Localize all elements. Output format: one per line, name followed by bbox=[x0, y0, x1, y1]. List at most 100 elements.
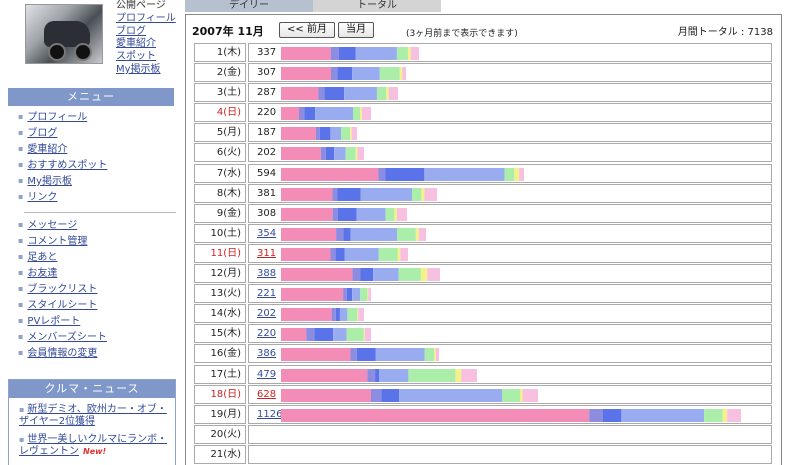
row-count[interactable]: 354 bbox=[257, 227, 277, 239]
car-intro-link[interactable]: 愛車紹介 bbox=[116, 38, 156, 50]
row-count[interactable]: 388 bbox=[257, 268, 277, 280]
bar-segment-yellow bbox=[421, 187, 425, 201]
bar-segment-lavender bbox=[318, 87, 325, 101]
table-row: 11(日) 311 bbox=[194, 243, 774, 263]
bar-segment-periwinkle bbox=[339, 308, 348, 322]
menu-link[interactable]: プロフィール bbox=[27, 112, 88, 123]
row-date: 11(日) bbox=[194, 243, 246, 263]
prev-month-button[interactable]: << 前月 bbox=[279, 22, 335, 38]
row-bar-cell: 287 bbox=[248, 83, 772, 103]
row-date: 15(木) bbox=[194, 324, 246, 344]
row-date: 13(火) bbox=[194, 284, 246, 304]
bar-segment-green bbox=[341, 127, 351, 141]
bar-segment-lavender bbox=[331, 308, 336, 322]
stacked-bar bbox=[281, 247, 408, 261]
row-bar-cell: 220 bbox=[248, 103, 772, 123]
row-bar-cell: 337 bbox=[248, 43, 772, 62]
bar-segment-periwinkle bbox=[399, 388, 503, 402]
bar-segment-pink bbox=[281, 348, 351, 362]
row-count[interactable]: 628 bbox=[257, 388, 277, 400]
blog-link[interactable]: ブログ bbox=[116, 25, 146, 37]
access-panel: 2007年 11月 << 前月 当月 (3ヶ月前まで表示できます) 月間トータル… bbox=[185, 14, 782, 465]
profile-link[interactable]: プロフィール bbox=[116, 12, 176, 24]
bar-segment-lightpink bbox=[400, 247, 408, 261]
bar-segment-lightpink bbox=[727, 408, 741, 422]
bar-segment-blue bbox=[346, 288, 353, 302]
bar-segment-green bbox=[378, 247, 398, 261]
profile-links: 公開ページ プロフィール ブログ 愛車紹介 スポット My掲示板 bbox=[116, 0, 176, 77]
row-bar-cell: 381 bbox=[248, 183, 772, 203]
bar-segment-yellow bbox=[355, 147, 358, 161]
bar-segment-pink bbox=[281, 388, 371, 402]
row-count[interactable]: 386 bbox=[257, 348, 277, 360]
bar-segment-blue bbox=[603, 408, 622, 422]
row-date: 7(水) bbox=[194, 163, 246, 183]
menu-link[interactable]: 会員情報の変更 bbox=[27, 348, 98, 359]
table-row: 15(木) 220 bbox=[194, 324, 774, 344]
spot-link[interactable]: スポット bbox=[116, 51, 156, 63]
bar-segment-pink bbox=[281, 187, 333, 201]
row-count[interactable]: 479 bbox=[257, 368, 277, 380]
bar-segment-green bbox=[704, 408, 723, 422]
bar-segment-pink bbox=[281, 308, 332, 322]
bar-segment-green bbox=[504, 167, 515, 181]
stacked-bar bbox=[281, 408, 741, 422]
menu-link[interactable]: おすすめスポット bbox=[27, 160, 108, 171]
stacked-bar bbox=[281, 127, 357, 141]
row-bar-cell: 594 bbox=[248, 163, 772, 183]
row-bar-cell bbox=[248, 444, 772, 464]
menu-link[interactable]: コメント管理 bbox=[27, 236, 88, 247]
my-board-link[interactable]: My掲示板 bbox=[116, 63, 161, 75]
row-count[interactable]: 202 bbox=[257, 308, 277, 320]
news-link[interactable]: 世界一美しいクルマにランボ・レヴェントン bbox=[19, 434, 168, 457]
menu-link[interactable]: お友達 bbox=[27, 268, 58, 279]
menu-item-car: 愛車紹介 bbox=[18, 142, 107, 158]
bar-segment-green bbox=[398, 268, 421, 282]
bar-segment-periwinkle bbox=[360, 187, 413, 201]
bar-segment-pink bbox=[281, 127, 316, 141]
bar-segment-lightpink bbox=[396, 207, 407, 221]
bar-segment-lightpink bbox=[461, 368, 477, 382]
bar-segment-lavender bbox=[343, 288, 347, 302]
row-count[interactable]: 1126 bbox=[257, 408, 283, 420]
stacked-bar bbox=[281, 388, 538, 402]
bar-segment-blue bbox=[338, 47, 356, 60]
menu-link[interactable]: スタイルシート bbox=[27, 300, 98, 311]
menu-link[interactable]: リンク bbox=[27, 192, 58, 203]
tab-daily[interactable]: デイリー bbox=[185, 0, 313, 12]
bar-segment-lavender bbox=[332, 207, 338, 221]
news-link[interactable]: 新型デミオ、欧州カー・オブ・ザイヤー2位獲得 bbox=[19, 404, 167, 427]
avatar[interactable] bbox=[25, 4, 103, 64]
bar-segment-lavender bbox=[350, 348, 357, 362]
menu-link[interactable]: メッセージ bbox=[27, 220, 78, 231]
row-count[interactable]: 311 bbox=[257, 247, 277, 259]
bar-segment-pink bbox=[281, 288, 344, 302]
menu-link[interactable]: メンバーズシート bbox=[27, 332, 107, 343]
range-note: (3ヶ月前まで表示できます) bbox=[406, 29, 518, 39]
current-month-button[interactable]: 当月 bbox=[338, 22, 374, 38]
bar-segment-lightpink bbox=[364, 328, 371, 342]
bar-segment-lightpink bbox=[388, 87, 398, 101]
menu-link[interactable]: My掲示板 bbox=[27, 176, 72, 187]
bar-segment-pink bbox=[281, 268, 353, 282]
menu-link[interactable]: ブログ bbox=[27, 128, 58, 139]
tab-total[interactable]: トータル bbox=[313, 0, 441, 12]
bar-segment-periwinkle bbox=[621, 408, 705, 422]
bar-segment-periwinkle bbox=[352, 288, 361, 302]
bar-segment-periwinkle bbox=[356, 207, 386, 221]
row-bar-cell: 220 bbox=[248, 324, 772, 344]
bar-segment-blue bbox=[356, 348, 376, 362]
row-count[interactable]: 220 bbox=[257, 328, 277, 340]
menu-item-profile: プロフィール bbox=[18, 110, 107, 126]
bar-segment-pink bbox=[281, 247, 331, 261]
row-count[interactable]: 221 bbox=[257, 288, 277, 300]
row-bar-cell: 308 bbox=[248, 203, 772, 223]
menu-link[interactable]: 愛車紹介 bbox=[27, 144, 68, 155]
menu-link[interactable]: PVレポート bbox=[27, 316, 81, 327]
menu-link[interactable]: ブラックリスト bbox=[27, 284, 98, 295]
menu-link[interactable]: 足あと bbox=[27, 252, 58, 263]
stacked-bar bbox=[281, 368, 477, 382]
row-date: 5(月) bbox=[194, 123, 246, 143]
bar-segment-green bbox=[396, 47, 408, 60]
menu-title: メニュー bbox=[8, 88, 174, 106]
